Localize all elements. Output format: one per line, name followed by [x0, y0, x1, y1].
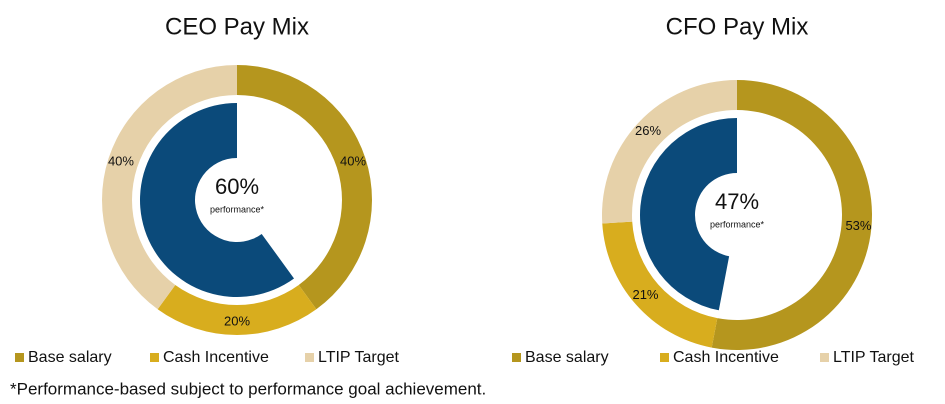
- center-caption: performance*: [210, 204, 265, 214]
- donut-segment: [602, 80, 737, 224]
- donut-segment: [102, 65, 237, 310]
- center-value: 47%: [715, 189, 759, 214]
- donut-segment: [711, 80, 873, 350]
- legend-swatch: [15, 353, 24, 362]
- data-label: 20%: [224, 313, 250, 328]
- performance-segment: [139, 103, 295, 297]
- legend-label: LTIP Target: [318, 349, 399, 366]
- legend-swatch: [820, 353, 829, 362]
- donut-segment: [237, 65, 372, 310]
- legend-label: Cash Incentive: [673, 349, 779, 366]
- legend-label: LTIP Target: [833, 349, 914, 366]
- donut-segment: [157, 284, 317, 335]
- data-label: 21%: [632, 287, 658, 302]
- legend-label: Base salary: [28, 349, 112, 366]
- data-label: 40%: [108, 154, 134, 169]
- chart-title: CEO Pay Mix: [165, 13, 309, 40]
- donut-segment: [602, 221, 718, 348]
- performance-segment: [640, 118, 737, 311]
- data-label: 40%: [340, 154, 366, 169]
- chart-title: CFO Pay Mix: [666, 13, 809, 40]
- center-value: 60%: [215, 174, 259, 199]
- legend-label: Cash Incentive: [163, 349, 269, 366]
- legend-swatch: [305, 353, 314, 362]
- data-label: 53%: [845, 218, 871, 233]
- footnote: *Performance-based subject to performanc…: [10, 379, 486, 398]
- center-caption: performance*: [710, 219, 765, 229]
- data-label: 26%: [635, 123, 661, 138]
- legend-label: Base salary: [525, 349, 609, 366]
- legend-swatch: [150, 353, 159, 362]
- legend-swatch: [512, 353, 521, 362]
- legend-swatch: [660, 353, 669, 362]
